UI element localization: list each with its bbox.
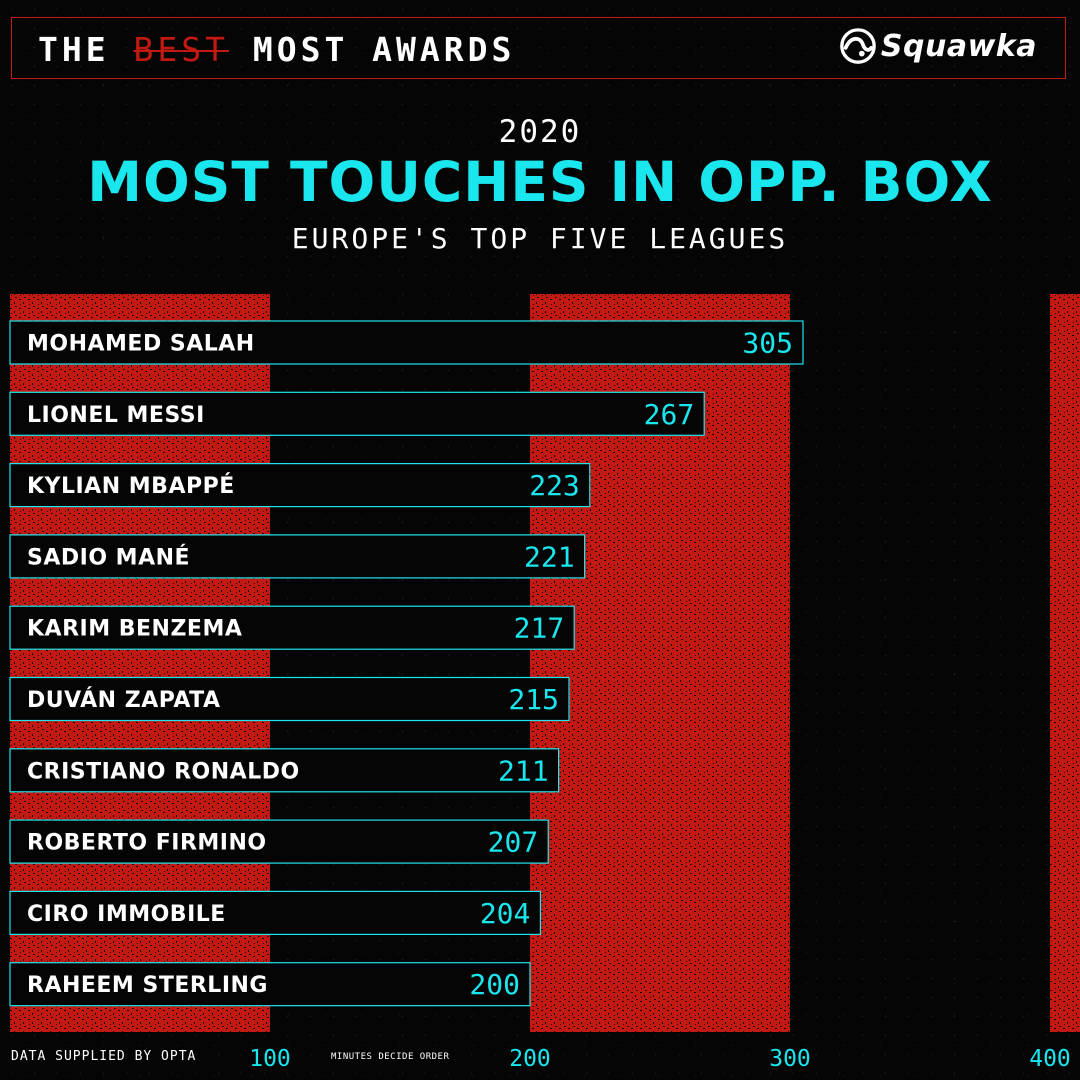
bar-label: DUVÁN ZAPATA xyxy=(27,687,220,713)
data-source-note: DATA SUPPLIED BY OPTA xyxy=(11,1049,197,1064)
series-title-struck: BEST xyxy=(133,30,229,69)
bar xyxy=(9,962,531,1007)
grid-band-3 xyxy=(1050,294,1080,1032)
bar xyxy=(9,890,542,936)
bar-label: CRISTIANO RONALDO xyxy=(27,759,300,784)
squawka-logo: Squawka xyxy=(839,27,1037,65)
bar-label: KARIM BENZEMA xyxy=(27,617,242,642)
bar xyxy=(9,748,560,793)
series-title-prefix: THE xyxy=(38,30,134,69)
bar xyxy=(9,819,549,864)
bar-label: RAHEEM STERLING xyxy=(27,973,268,998)
bar-label: MOHAMED SALAH xyxy=(27,332,255,357)
x-tick-label: 400 xyxy=(1029,1046,1071,1072)
bar-value-label: 221 xyxy=(524,540,575,573)
bar-value-label: 207 xyxy=(488,826,539,859)
squawka-logo-text: Squawka xyxy=(880,28,1037,64)
bar xyxy=(9,320,804,365)
chart-subtitle: EUROPE'S TOP FIVE LEAGUES xyxy=(291,222,789,255)
bar-value-label: 305 xyxy=(742,327,793,360)
bar-value-label: 217 xyxy=(514,612,565,645)
chart-title: MOST TOUCHES IN OPP. BOX xyxy=(87,150,993,214)
bar-label: SADIO MANÉ xyxy=(27,544,190,570)
order-note: MINUTES DECIDE ORDER xyxy=(331,1052,450,1062)
bar xyxy=(9,391,705,436)
bar xyxy=(9,676,570,722)
bar xyxy=(9,534,586,579)
squawka-logo-icon xyxy=(840,28,876,64)
bar-label: ROBERTO FIRMINO xyxy=(27,831,267,856)
bar-value-label: 200 xyxy=(469,968,520,1001)
bar-value-label: 223 xyxy=(529,469,580,502)
bar-value-label: 215 xyxy=(508,683,559,716)
bar xyxy=(9,605,575,650)
bar-value-label: 267 xyxy=(644,398,695,431)
bar-label: CIRO IMMOBILE xyxy=(27,902,226,927)
bar xyxy=(9,463,591,508)
bar-label: KYLIAN MBAPPÉ xyxy=(27,473,235,499)
bar-value-label: 204 xyxy=(480,897,531,930)
bar-value-label: 211 xyxy=(498,754,549,787)
x-tick-label: 100 xyxy=(249,1046,291,1072)
series-title-suffix: MOST AWARDS xyxy=(228,30,516,69)
series-title: THE BEST MOST AWARDS xyxy=(38,30,515,69)
bar-label: LIONEL MESSI xyxy=(27,403,205,428)
chart-year: 2020 xyxy=(498,114,582,150)
x-tick-label: 300 xyxy=(769,1046,811,1072)
header-banner: THE BEST MOST AWARDS Squawka xyxy=(11,17,1066,79)
x-tick-label: 200 xyxy=(509,1046,551,1072)
